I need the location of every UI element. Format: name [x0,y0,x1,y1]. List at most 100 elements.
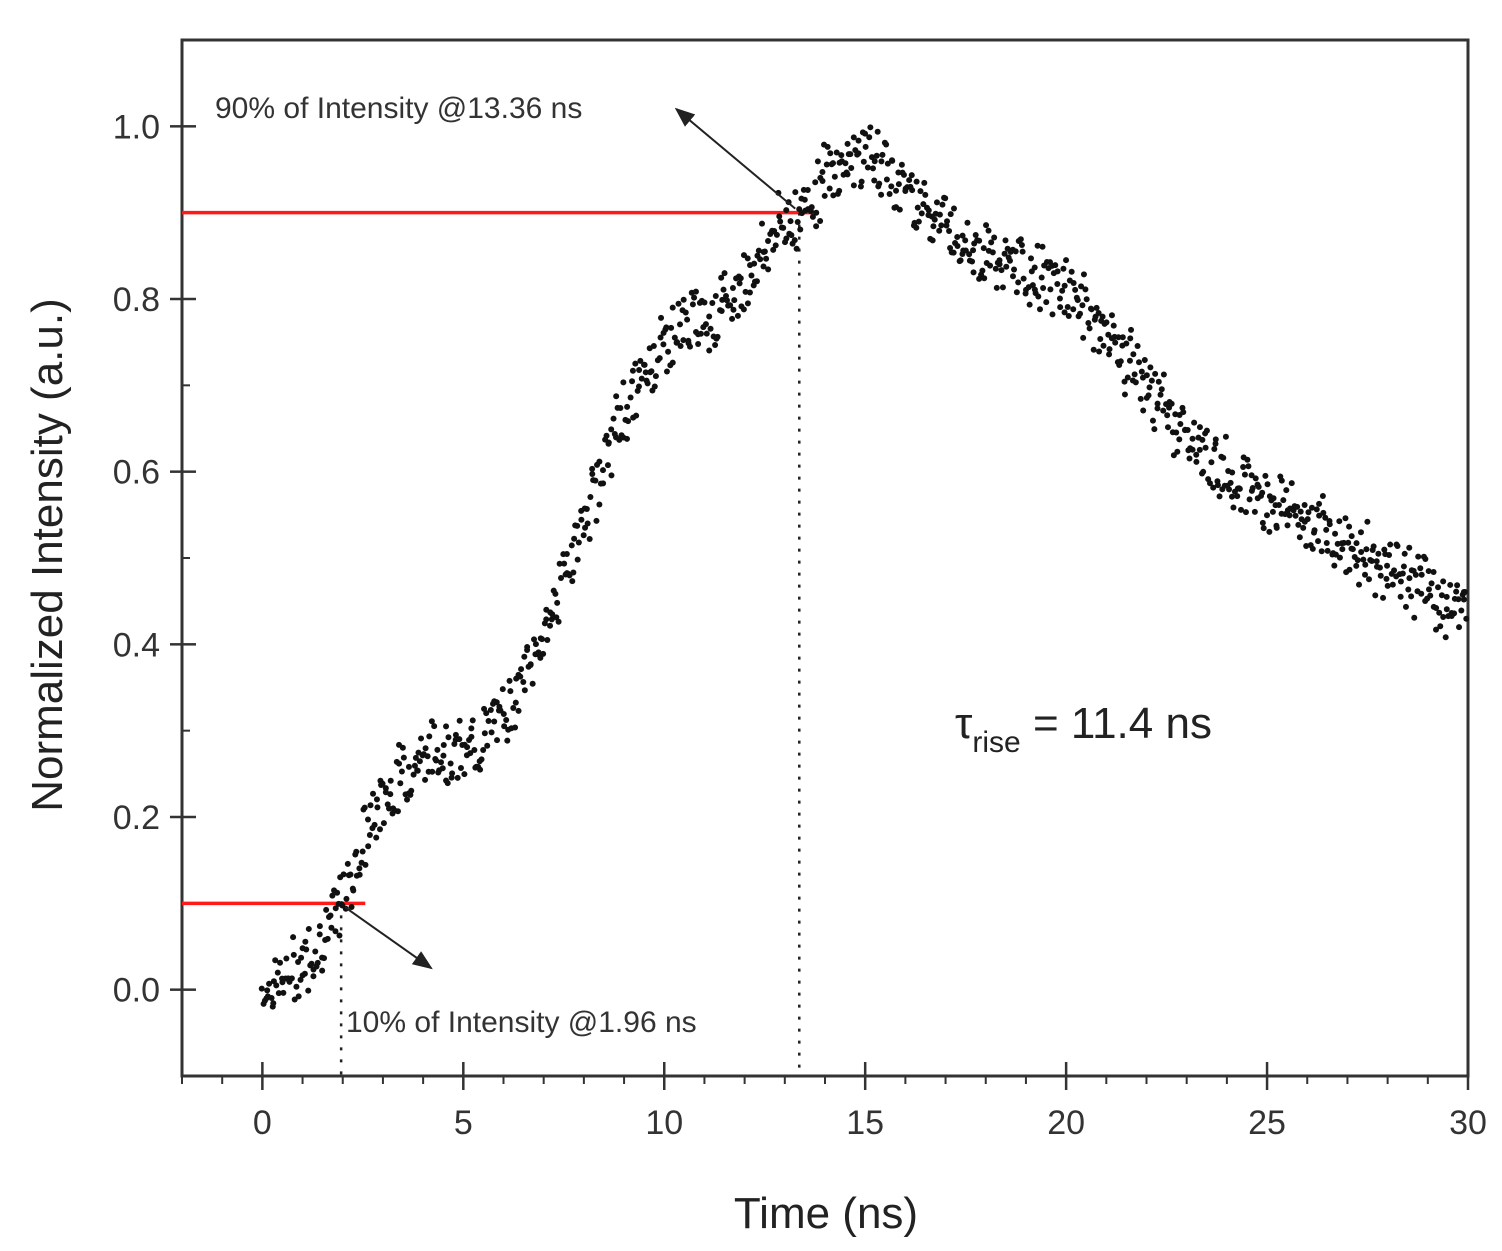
data-point [578,516,585,523]
data-point [1035,293,1042,300]
data-point [408,787,415,794]
y-axis-title: Normalized Intensity (a.u.) [23,298,72,812]
data-point [280,989,287,996]
data-point [966,251,973,258]
data-point [969,258,976,265]
data-point [1002,237,1009,244]
data-point [922,191,929,198]
data-point [838,152,845,159]
data-point [596,501,603,508]
data-point [1157,391,1164,398]
data-point [1173,429,1180,436]
data-point [746,289,753,296]
data-point [669,304,676,311]
data-point [765,237,772,244]
data-point [823,161,830,168]
data-point [844,171,851,178]
data-point [1380,594,1387,601]
data-point [936,211,943,218]
data-point [1036,306,1043,313]
data-point [641,361,648,368]
data-point [1308,504,1315,511]
data-point [1057,304,1064,311]
data-point [850,182,857,189]
data-point [574,522,581,529]
data-point [1147,364,1154,371]
data-point [1110,322,1117,329]
data-point [367,802,374,809]
data-point [297,976,304,983]
threshold-guides [182,210,816,1076]
data-point [992,265,999,272]
data-point [478,756,485,763]
data-point [1093,304,1100,311]
data-point [1375,550,1382,557]
data-point [314,959,321,966]
data-point [540,650,547,657]
data-point [1148,377,1155,384]
data-point [991,234,998,241]
data-point [558,574,565,581]
data-point [1064,304,1071,311]
data-point [1026,301,1033,308]
data-point [939,201,946,208]
data-point [1342,515,1349,522]
data-point [387,791,394,798]
data-point [791,237,798,244]
data-point [544,636,551,643]
data-point [1322,514,1329,521]
data-point [702,321,709,328]
data-point [1123,340,1130,347]
data-point [310,973,317,980]
data-point [1017,236,1024,243]
data-point [1027,255,1034,262]
data-point [1437,623,1444,630]
data-point [488,729,495,736]
data-point [742,288,749,295]
data-point [365,843,372,850]
data-point [761,248,768,255]
data-point [1332,530,1339,537]
data-point [1226,486,1233,493]
data-point [404,796,411,803]
data-point [487,707,494,714]
data-point [1099,313,1106,320]
data-point [1151,426,1158,433]
data-point [1305,509,1312,516]
data-point [998,267,1005,274]
data-point [878,191,885,198]
data-point [765,266,772,273]
data-point [1006,257,1013,264]
data-point [571,535,578,542]
data-point [410,771,417,778]
data-point [477,766,484,773]
data-point [629,367,636,374]
data-point [1155,378,1162,385]
data-point [792,189,799,196]
data-point [1454,582,1461,589]
data-point [316,923,323,930]
data-point [917,188,924,195]
data-point [1284,522,1291,529]
data-point [1443,593,1450,600]
tau-value: = 11.4 ns [1021,699,1212,748]
data-point [629,378,636,385]
data-point [620,379,627,386]
data-point [651,383,658,390]
data-point [1368,558,1375,565]
data-point [336,932,343,939]
data-point [753,278,760,285]
data-point [665,348,672,355]
data-point [896,206,903,213]
data-point [797,226,804,233]
data-point [987,262,994,269]
data-point [552,590,559,597]
data-point [454,774,461,781]
data-point [405,763,412,770]
data-point [1003,263,1010,270]
data-point [1295,521,1302,528]
data-point [1060,265,1067,272]
data-point [468,725,475,732]
data-point [691,294,698,301]
data-point [1331,562,1338,569]
